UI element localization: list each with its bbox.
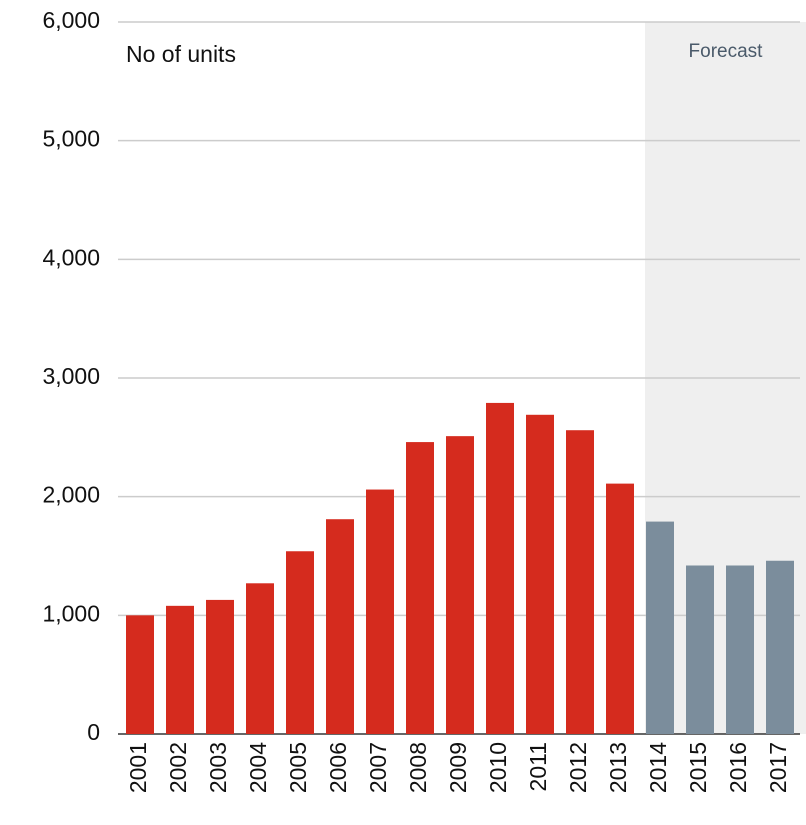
y-tick-label: 6,000 (42, 7, 100, 33)
x-tick-label: 2010 (485, 742, 511, 793)
y-tick-label: 4,000 (42, 244, 100, 270)
y-tick-label: 2,000 (42, 482, 100, 508)
x-tick-label: 2002 (165, 742, 191, 793)
bar (526, 414, 554, 734)
bar (406, 442, 434, 734)
bar (366, 489, 394, 734)
bar (326, 519, 354, 734)
x-tick-label: 2012 (565, 742, 591, 793)
bar (286, 551, 314, 734)
bar (686, 565, 714, 734)
bar (486, 402, 514, 734)
forecast-label: Forecast (689, 41, 764, 62)
bar (126, 615, 154, 734)
bar (166, 605, 194, 734)
y-tick-label: 1,000 (42, 600, 100, 626)
bar (606, 483, 634, 734)
unit-label: No of units (126, 41, 236, 67)
x-tick-label: 2005 (285, 742, 311, 793)
x-tick-label: 2004 (245, 742, 271, 793)
bar (766, 560, 794, 734)
x-tick-label: 2014 (645, 742, 671, 793)
y-tick-label: 5,000 (42, 126, 100, 152)
bar (246, 583, 274, 734)
bar (446, 436, 474, 734)
x-tick-label: 2015 (685, 742, 711, 793)
x-tick-label: 2007 (365, 742, 391, 793)
bar (206, 599, 234, 734)
bar (726, 565, 754, 734)
x-tick-label: 2017 (765, 742, 791, 793)
x-tick-label: 2011 (525, 742, 551, 791)
x-tick-label: 2003 (205, 742, 231, 793)
x-tick-label: 2009 (445, 742, 471, 793)
x-tick-label: 2013 (605, 742, 631, 793)
x-tick-label: 2001 (125, 742, 151, 793)
y-tick-label: 3,000 (42, 363, 100, 389)
bar (646, 521, 674, 734)
x-tick-label: 2016 (725, 742, 751, 793)
x-tick-label: 2008 (405, 742, 431, 793)
y-tick-label: 0 (87, 719, 100, 745)
bar (566, 430, 594, 734)
x-tick-label: 2006 (325, 742, 351, 793)
